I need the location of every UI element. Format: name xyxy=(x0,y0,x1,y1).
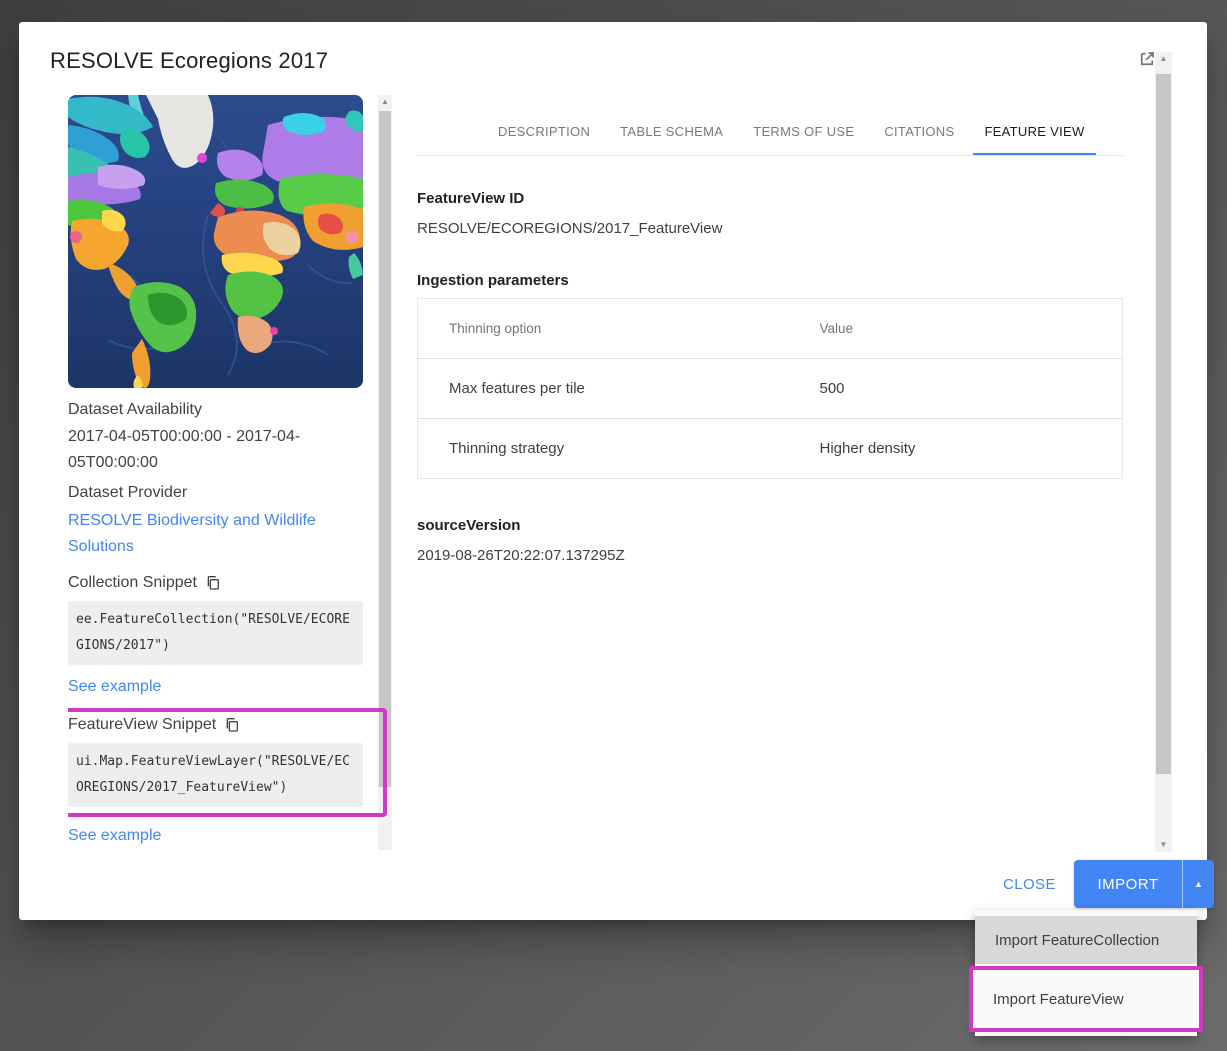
collection-see-example-link[interactable]: See example xyxy=(68,678,162,695)
table-header-row: Thinning option Value xyxy=(417,298,1123,359)
import-dropdown-menu: Import FeatureCollection Import FeatureV… xyxy=(969,910,1203,1036)
tab-bar: DESCRIPTION TABLE SCHEMA TERMS OF USE CI… xyxy=(417,107,1123,156)
table-row: Max features per tile 500 xyxy=(417,358,1123,419)
dataset-dialog: RESOLVE Ecoregions 2017 ▲ ▼ xyxy=(19,22,1214,920)
featureview-id-label: FeatureView ID xyxy=(417,190,525,207)
menu-item-import-featureview[interactable]: Import FeatureView xyxy=(973,970,1199,1028)
tab-table-schema[interactable]: TABLE SCHEMA xyxy=(620,124,724,139)
menu-item-import-featurecollection[interactable]: Import FeatureCollection xyxy=(975,916,1197,964)
tab-description[interactable]: DESCRIPTION xyxy=(498,124,591,139)
cell-value: Higher density xyxy=(819,440,916,457)
dataset-thumbnail-map xyxy=(68,95,363,388)
source-version-label: sourceVersion xyxy=(417,517,521,534)
scroll-up-icon[interactable]: ▲ xyxy=(381,97,389,106)
scroll-down-icon[interactable]: ▼ xyxy=(1159,840,1168,849)
collection-snippet-label: Collection Snippet xyxy=(68,574,197,591)
featureview-snippet-code[interactable]: ui.Map.FeatureViewLayer("RESOLVE/ECOREGI… xyxy=(68,743,363,807)
sidebar-scrollbar[interactable]: ▲ xyxy=(378,95,392,850)
ingestion-parameters-label: Ingestion parameters xyxy=(417,272,569,289)
collection-snippet-code[interactable]: ee.FeatureCollection("RESOLVE/ECOREGIONS… xyxy=(68,601,363,665)
featureview-see-example-link[interactable]: See example xyxy=(68,827,162,844)
close-button[interactable]: CLOSE xyxy=(985,863,1074,905)
annotation-box-featureview-snippet: FeatureView Snippet ui.Map.FeatureViewLa… xyxy=(68,708,387,817)
tab-citations[interactable]: CITATIONS xyxy=(884,124,955,139)
import-button[interactable]: IMPORT xyxy=(1074,860,1183,908)
tab-feature-view[interactable]: FEATURE VIEW xyxy=(973,108,1096,155)
import-split-button[interactable]: IMPORT ▲ xyxy=(1074,860,1214,908)
availability-value: 2017-04-05T00:00:00 - 2017-04-05T00:00:0… xyxy=(68,428,301,471)
annotation-box-import-featureview: Import FeatureView xyxy=(969,966,1203,1032)
ingestion-parameters-table: Thinning option Value Max features per t… xyxy=(417,298,1123,479)
scrollbar-thumb[interactable] xyxy=(1156,74,1171,774)
cell-value: 500 xyxy=(788,358,1123,419)
cell-option: Thinning strategy xyxy=(449,440,565,457)
source-version-value: 2019-08-26T20:22:07.137295Z xyxy=(417,547,625,564)
table-row: Thinning strategy Higher density xyxy=(418,419,1123,479)
cell-option: Max features per tile xyxy=(417,358,789,419)
dataset-sidebar: Dataset Availability 2017-04-05T00:00:00… xyxy=(68,95,413,850)
page-title: RESOLVE Ecoregions 2017 xyxy=(50,48,329,73)
provider-label: Dataset Provider xyxy=(68,484,188,501)
column-header-value: Value xyxy=(788,298,1123,359)
copy-icon[interactable] xyxy=(205,574,221,592)
dialog-scrollbar[interactable]: ▲ ▼ xyxy=(1155,52,1172,852)
open-in-new-icon[interactable] xyxy=(1138,50,1156,68)
featureview-id-value: RESOLVE/ECOREGIONS/2017_FeatureView xyxy=(417,220,723,237)
provider-link[interactable]: RESOLVE Biodiversity and Wildlife Soluti… xyxy=(68,512,316,555)
availability-label: Dataset Availability xyxy=(68,401,202,418)
tab-terms-of-use[interactable]: TERMS OF USE xyxy=(753,124,855,139)
copy-icon[interactable] xyxy=(224,716,240,734)
dropdown-arrow-icon[interactable]: ▲ xyxy=(1194,879,1203,889)
featureview-snippet-label: FeatureView Snippet xyxy=(68,716,217,733)
scroll-up-icon[interactable]: ▲ xyxy=(1159,54,1168,63)
scrollbar-thumb[interactable] xyxy=(379,111,391,787)
column-header-thinning-option: Thinning option xyxy=(417,298,789,359)
